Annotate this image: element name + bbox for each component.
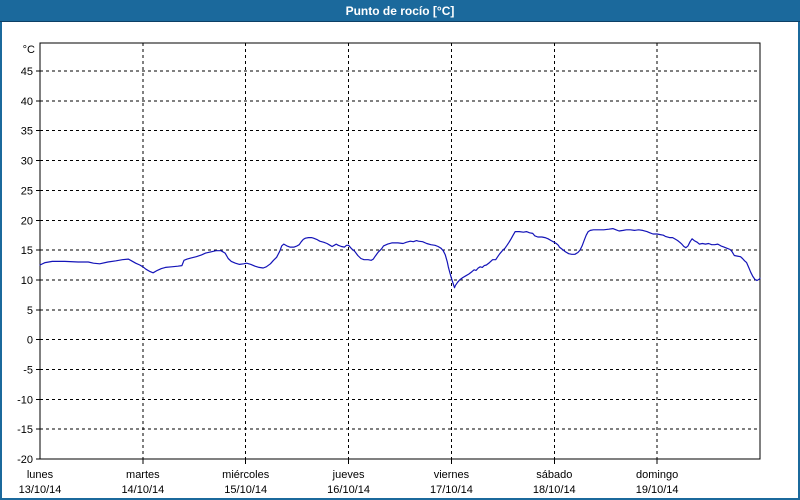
plot-svg: °C 45 40 35 30 25 20 15 10 5 0 -5 -10 -15 -20 lunes 13/… (17, 42, 761, 496)
y-axis-tick-label: -15 (17, 424, 33, 436)
dew-point-line (39, 228, 761, 289)
x-axis-day-label: viernes (434, 469, 470, 481)
y-axis-tick-label: 25 (21, 185, 33, 197)
chart-title: Punto de rocío [°C] (345, 3, 455, 18)
y-axis-tick-label: 45 (21, 66, 33, 78)
y-axis-tick-label: 20 (21, 215, 33, 227)
x-axis-date-label: 14/10/14 (121, 484, 164, 496)
plot-frame (39, 42, 761, 460)
y-axis-tick-label: 40 (21, 96, 33, 108)
y-axis-tick-label: -10 (17, 394, 33, 406)
y-axis-unit-label: °C (23, 44, 35, 56)
x-axis-date-label: 13/10/14 (19, 484, 62, 496)
x-axis-date-label: 15/10/14 (224, 484, 267, 496)
x-axis-date-label: 17/10/14 (430, 484, 473, 496)
x-axis-date-label: 16/10/14 (327, 484, 370, 496)
y-axis-tick-label: 35 (21, 126, 33, 138)
x-axis-day-label: martes (126, 469, 160, 481)
y-axis-tick-label: 5 (27, 305, 33, 317)
plot-canvas: °C 45 40 35 30 25 20 15 10 5 0 -5 -10 -15 -20 lunes 13/… (2, 22, 798, 498)
x-axis-day-label: miércoles (222, 469, 270, 481)
title-bar: Punto de rocío [°C] (0, 0, 800, 22)
y-axis-tick-label: 15 (21, 245, 33, 257)
x-axis-day-label: lunes (27, 469, 54, 481)
y-axis-tick-label: 30 (21, 156, 33, 168)
y-axis-tick-label: -5 (23, 364, 33, 376)
x-axis-day-label: sábado (536, 469, 572, 481)
x-axis-date-label: 18/10/14 (533, 484, 576, 496)
y-axis-tick-label: -20 (17, 454, 33, 466)
y-axis-tick-label: 10 (21, 275, 33, 287)
y-axis-tick-label: 0 (27, 335, 33, 347)
x-axis-date-label: 19/10/14 (636, 484, 679, 496)
x-axis-day-label: domingo (636, 469, 678, 481)
x-axis-day-label: jueves (332, 469, 365, 481)
